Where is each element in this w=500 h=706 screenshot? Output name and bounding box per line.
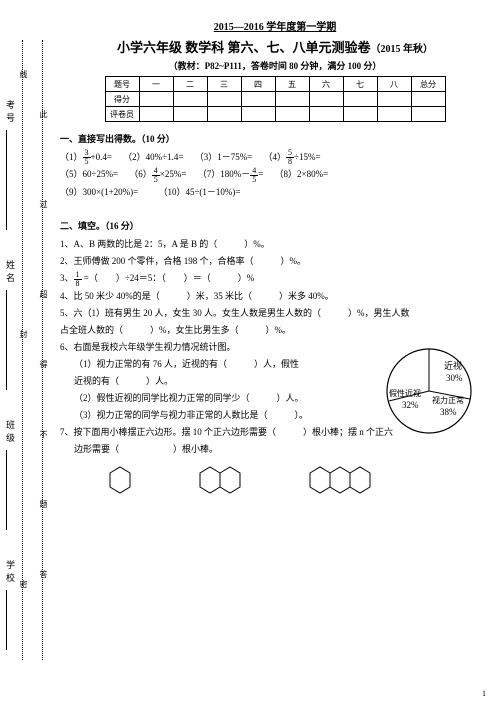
s2-q6-1a: （1）视力正常的有 76 人，近视的有（ ）人，假性 xyxy=(60,356,350,373)
dotted-line-2 xyxy=(42,40,43,660)
label-class: 班级 xyxy=(4,420,17,446)
page-content: 2015—2016 学年度第一学期 小学六年级 数学科 第六、七、八单元测验卷（… xyxy=(60,18,490,503)
label-examno: 考号 xyxy=(4,100,17,126)
hexagon-figures xyxy=(90,463,490,503)
title-line: 小学六年级 数学科 第六、七、八单元测验卷（2015 年秋） xyxy=(60,37,490,56)
table-row: 评卷员 xyxy=(105,107,445,122)
underline-1 xyxy=(6,130,7,230)
warn-7: 答 xyxy=(38,570,49,584)
pie-chart: 近视 30% 假性近视 32% 视力正常 38% xyxy=(374,341,484,441)
pie-value-c: 30% xyxy=(446,373,463,383)
seal-mi-char: 密 xyxy=(18,580,29,594)
warn-4: 得 xyxy=(38,360,49,374)
pie-value-r: 38% xyxy=(440,407,457,417)
page-number: 1 xyxy=(482,689,486,698)
table-row: 得分 xyxy=(105,92,445,107)
s2-q2: 2、王师傅做 200 个零件，合格 198 个，合格率（ ）%。 xyxy=(60,253,490,270)
term-line: 2015—2016 学年度第一学期 xyxy=(60,18,490,33)
s2-q4: 4、比 50 米少 40%的是（ ）米，35 米比（ ）米多 40%。 xyxy=(60,288,490,305)
pie-value-l: 32% xyxy=(402,400,419,410)
dotted-line-1 xyxy=(22,40,23,660)
s1-row2: （5）60÷25%= （6）45×25%= （7）180%－45= （8）2×8… xyxy=(60,166,490,183)
label-school: 学校 xyxy=(4,560,17,586)
seal-feng-char: 封 xyxy=(18,330,29,344)
warn-2: 过 xyxy=(38,200,49,214)
label-name: 姓名 xyxy=(4,260,17,286)
warn-1: 此 xyxy=(38,110,49,124)
warn-5: 不 xyxy=(38,430,49,444)
warn-3: 超 xyxy=(38,290,49,304)
section-1-title: 一、直接写出得数。（10 分） xyxy=(60,132,490,145)
section-2-title: 二、填空。（16 分） xyxy=(60,219,490,232)
s2-q5b: 占全班人数的（ ）%，女生比男生多（ ）%。 xyxy=(60,322,490,339)
pie-label-l: 假性近视 xyxy=(389,388,421,398)
underline-2 xyxy=(6,290,7,390)
underline-3 xyxy=(6,450,7,530)
info-line: （教材：P82~P111，答卷时间 80 分钟，满分 100 分） xyxy=(60,59,490,72)
underline-4 xyxy=(6,590,7,650)
s2-q7b: 边形需要（ ）根小棒。 xyxy=(60,441,490,458)
pie-label-c: 近视 xyxy=(444,360,462,371)
warn-6: 题 xyxy=(38,500,49,514)
s2-q5-q6-block: 5、六（1）班有男生 20 人，女生 30 人。女生人数是男生人数的（ ）%，男… xyxy=(60,305,490,425)
table-row: 题号 一二三 四五六 七八总分 xyxy=(105,77,445,92)
s2-q5a: 5、六（1）班有男生 20 人，女生 30 人。女生人数是男生人数的（ ）%，男… xyxy=(60,305,490,322)
seal-line-char: 线 xyxy=(18,70,29,84)
score-table: 题号 一二三 四五六 七八总分 得分 评卷员 xyxy=(105,76,446,122)
s1-row3: （9）300×(1+20%)= （10）45÷(1－10%)= xyxy=(60,184,490,201)
s2-q3: 3、18 =（ ）÷24＝5：（ ）＝（ ）% xyxy=(60,270,490,287)
s2-q1: 1、A、B 两数的比是 2：5，A 是 B 的（ ）%。 xyxy=(60,236,490,253)
binding-margin: 考号 姓名 班级 学校 线 封 密 此 过 超 得 不 题 答 xyxy=(4,40,56,660)
pie-label-r: 视力正常 xyxy=(432,395,464,405)
s1-row1: （1）35+0.4= （2）40%÷1.4= （3）1－75%= （4）58÷1… xyxy=(60,149,490,166)
